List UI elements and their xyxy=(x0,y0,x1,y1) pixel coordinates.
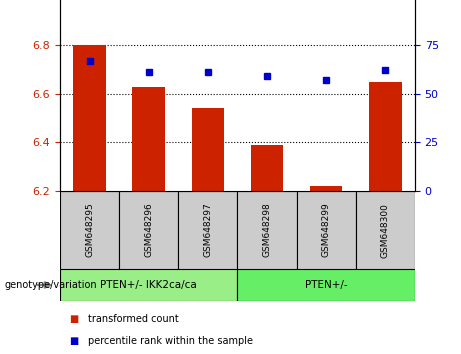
Text: PTEN+/- IKK2ca/ca: PTEN+/- IKK2ca/ca xyxy=(100,280,197,290)
FancyBboxPatch shape xyxy=(60,269,237,301)
Text: GSM648300: GSM648300 xyxy=(381,202,390,258)
Text: ■: ■ xyxy=(69,336,78,346)
Text: transformed count: transformed count xyxy=(88,314,178,325)
FancyBboxPatch shape xyxy=(119,191,178,269)
Text: GSM648295: GSM648295 xyxy=(85,203,94,257)
FancyBboxPatch shape xyxy=(178,191,237,269)
Text: GSM648298: GSM648298 xyxy=(262,203,272,257)
Bar xyxy=(369,82,402,191)
Bar xyxy=(73,45,106,191)
Text: GSM648296: GSM648296 xyxy=(144,203,153,257)
FancyBboxPatch shape xyxy=(60,191,119,269)
Text: percentile rank within the sample: percentile rank within the sample xyxy=(88,336,253,346)
Bar xyxy=(310,186,343,191)
Bar xyxy=(251,145,283,191)
Text: GSM648299: GSM648299 xyxy=(322,203,331,257)
Text: ■: ■ xyxy=(69,314,78,325)
FancyBboxPatch shape xyxy=(356,191,415,269)
Text: PTEN+/-: PTEN+/- xyxy=(305,280,348,290)
Bar xyxy=(192,108,224,191)
FancyBboxPatch shape xyxy=(237,191,296,269)
Text: GSM648297: GSM648297 xyxy=(203,203,213,257)
FancyBboxPatch shape xyxy=(237,269,415,301)
Text: genotype/variation: genotype/variation xyxy=(5,280,97,290)
FancyBboxPatch shape xyxy=(296,191,356,269)
Bar xyxy=(132,86,165,191)
